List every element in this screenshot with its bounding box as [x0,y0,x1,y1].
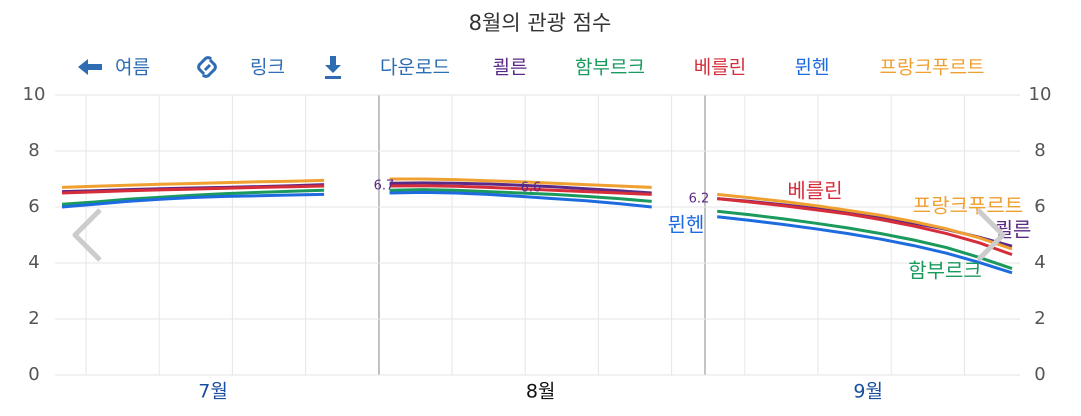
y-tick-label: 2 [28,308,39,329]
y2-tick-label: 4 [1034,252,1045,273]
prev-arrow[interactable] [72,208,102,262]
toolbar-button[interactable]: 여름 [115,57,150,79]
series-line [61,190,1013,275]
annotation: 6.2 [689,192,710,207]
annotation: 6.7 [374,179,395,194]
series-line [61,177,1013,251]
next-arrow[interactable] [976,208,1006,262]
toolbar-button[interactable]: 링크 [250,57,285,79]
y2-tick-label: 6 [1034,196,1045,217]
series-label: 베를린 [787,179,842,203]
legend-entry[interactable]: 함부르크 [575,57,645,79]
series-line [61,184,1013,257]
x-tick-label: 9월 [853,381,883,403]
series-label: 함부르크 [908,259,982,283]
y2-tick-label: 0 [1034,364,1045,385]
y2-tick-label: 2 [1034,308,1045,329]
chart-title: 8월의 관광 점수 [469,11,612,35]
download-icon[interactable] [325,56,341,79]
annotation: 6.6 [521,181,542,196]
toolbar [78,56,341,79]
series-line [61,188,1013,271]
legend-entry[interactable]: 쾰른 [493,57,528,79]
y-tick-label: 8 [28,140,39,161]
legend-entry[interactable]: 베를린 [694,57,746,79]
back-icon[interactable] [78,59,102,75]
y2-tick-label: 10 [1029,84,1052,105]
toolbar-button[interactable]: 다운로드 [380,57,450,79]
series-label: 프랑크푸르트 [913,194,1023,218]
legend-entry[interactable]: 뮌헨 [795,57,830,79]
y-tick-label: 0 [28,364,39,385]
y-tick-label: 10 [23,84,46,105]
series-label: 뮌헨 [668,213,705,237]
link-icon[interactable] [197,56,217,78]
x-tick-label: 7월 [198,381,228,403]
y-tick-label: 4 [28,252,39,273]
y2-tick-label: 8 [1034,140,1045,161]
x-tick-label: 8월 [526,381,556,403]
legend-entry[interactable]: 프랑크푸르트 [880,57,985,79]
y-tick-label: 6 [28,196,39,217]
